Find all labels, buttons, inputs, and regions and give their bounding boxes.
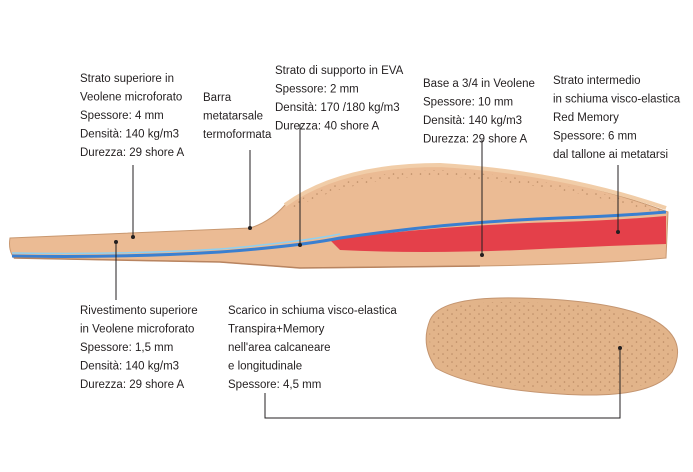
annotation-line: Densità: 140 kg/m3 [423,115,522,127]
annotation-line: Durezza: 29 shore A [80,147,185,159]
insole-side-view [9,162,669,269]
annotation-line: Scarico in schiuma visco-elastica [228,305,397,317]
annotation-line: Strato di supporto in EVA [275,65,404,77]
annotation-line: Spessore: 2 mm [275,84,359,96]
annotation-line: Durezza: 40 shore A [275,121,380,133]
annotation-line: Spessore: 6 mm [553,131,637,143]
annotation-line: Spessore: 10 mm [423,97,513,109]
annotation-line: Durezza: 29 shore A [423,134,528,146]
annotation-line: Veolene microforato [80,92,182,104]
annotations: Strato superiore in Veolene microforato Sp… [80,65,681,391]
annotation-line: Densità: 140 kg/m3 [80,361,179,373]
annotation-line: termoformata [203,129,272,141]
annotation-line: nell'area calcaneare [228,342,331,354]
insole-top-view [425,297,679,396]
annotation-line: dal tallone ai metatarsi [553,149,668,161]
annotation-line: e longitudinale [228,361,302,373]
annotation-line: metatarsale [203,111,263,123]
annotation-line: Durezza: 29 shore A [80,379,185,391]
annotation-line: Base a 3/4 in Veolene [423,78,535,90]
annotation-line: Rivestimento superiore [80,305,198,317]
annotation-line: Barra [203,92,232,104]
annotation-line: Transpira+Memory [228,324,325,336]
annotation-line: in schiuma visco-elastica [553,94,681,106]
annotation-line: Spessore: 4,5 mm [228,379,321,391]
annotation-line: Spessore: 4 mm [80,110,164,122]
annotation-line: Red Memory [553,112,619,124]
annotation-line: Densità: 140 kg/m3 [80,129,179,141]
leader-lines [114,124,622,419]
annotation-line: Strato intermedio [553,75,641,87]
annotation-line: Densità: 170 /180 kg/m3 [275,102,400,114]
annotation-line: in Veolene microforato [80,324,194,336]
annotation-line: Spessore: 1,5 mm [80,342,173,354]
annotation-line: Strato superiore in [80,73,174,85]
